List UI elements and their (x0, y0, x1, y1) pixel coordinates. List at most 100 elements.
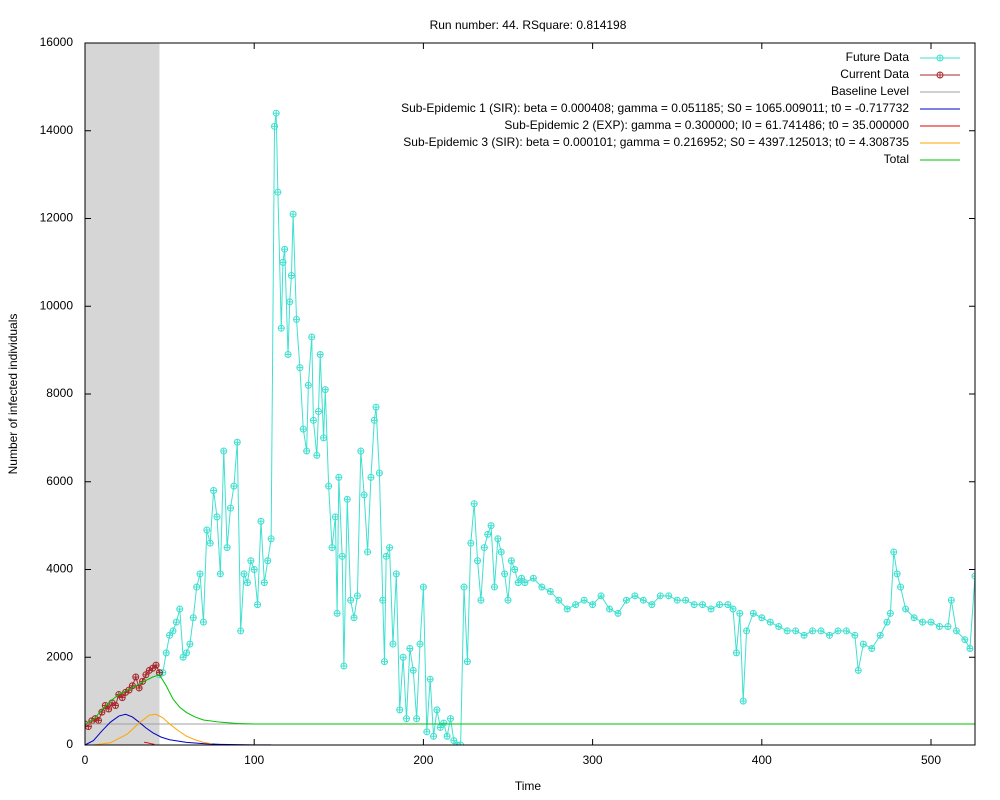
legend-label: Current Data (840, 67, 909, 81)
data-point (169, 627, 177, 635)
data-point (287, 272, 295, 280)
data-point (555, 596, 563, 604)
marker-cross (606, 605, 613, 612)
data-point (85, 723, 92, 731)
marker-cross (305, 382, 312, 389)
marker-cross (102, 702, 109, 709)
x-tick-label: 0 (82, 753, 89, 767)
marker-cross (775, 623, 782, 630)
legend-label: Future Data (846, 50, 910, 64)
data-point (589, 601, 597, 609)
y-tick-label: 16000 (40, 35, 74, 49)
chart-title: Run number: 44. RSquare: 0.814198 (430, 18, 627, 32)
marker-cross (716, 601, 723, 608)
marker-cross (826, 632, 833, 639)
marker-cross (855, 667, 862, 674)
marker-cross (200, 619, 207, 626)
marker-cross (271, 123, 278, 130)
marker-cross (457, 742, 464, 745)
data-point (279, 258, 287, 266)
legend-label: Sub-Epidemic 1 (SIR): beta = 0.000408; g… (401, 101, 909, 115)
data-point (743, 627, 751, 635)
data-point (213, 513, 221, 521)
marker-cross (801, 632, 808, 639)
marker-cross (371, 417, 378, 424)
data-point (614, 609, 622, 617)
marker-cross (383, 553, 390, 560)
data-point (453, 741, 461, 745)
data-point (206, 539, 214, 547)
marker-cross (518, 575, 525, 582)
marker-cross (740, 698, 747, 705)
marker-cross (217, 570, 224, 577)
marker-cross (498, 548, 505, 555)
marker-cross (699, 601, 706, 608)
marker-cross (213, 513, 220, 520)
data-point (511, 566, 519, 573)
marker-cross (966, 645, 973, 652)
marker-cross (247, 557, 254, 564)
marker-cross (919, 619, 926, 626)
data-point (944, 623, 952, 631)
data-point (851, 631, 859, 639)
marker-cross (193, 584, 200, 591)
data-point (402, 715, 410, 723)
data-point (233, 438, 241, 446)
data-point (230, 482, 238, 490)
marker-cross (538, 584, 545, 591)
marker-cross (310, 417, 317, 424)
marker-cross (708, 605, 715, 612)
data-point (716, 601, 724, 609)
data-point (382, 552, 390, 560)
data-point (834, 627, 842, 635)
marker-cross (936, 623, 943, 630)
data-point (267, 535, 275, 543)
data-point (487, 522, 495, 530)
data-point (433, 706, 441, 714)
marker-cross (335, 474, 342, 481)
data-point (227, 504, 235, 512)
data-point (386, 544, 394, 552)
marker-cross (564, 605, 571, 612)
series-line (93, 713, 212, 745)
marker-cross (197, 570, 204, 577)
marker-cross (396, 706, 403, 713)
marker-cross (389, 641, 396, 648)
marker-cross (166, 632, 173, 639)
marker-cross (877, 632, 884, 639)
data-point (413, 715, 421, 723)
data-point (183, 649, 191, 657)
marker-cross (736, 610, 743, 617)
data-point (521, 579, 529, 587)
data-point (436, 723, 444, 731)
marker-cross (843, 627, 850, 634)
data-point (538, 583, 546, 591)
marker-cross (142, 671, 149, 678)
data-point (876, 631, 884, 639)
data-point (736, 609, 744, 617)
data-point (883, 618, 891, 626)
data-point (357, 447, 365, 455)
marker-cross (420, 584, 427, 591)
data-point (682, 596, 690, 604)
data-point (470, 500, 478, 508)
data-point (240, 570, 248, 578)
marker-cross (501, 570, 508, 577)
marker-cross (293, 316, 300, 323)
data-point (281, 245, 289, 253)
data-point (935, 623, 943, 631)
data-point (758, 614, 766, 622)
marker-cross (494, 535, 501, 542)
marker-cross (274, 189, 281, 196)
marker-cross (911, 614, 918, 621)
marker-cross (474, 557, 481, 564)
y-tick-label: 10000 (40, 298, 74, 312)
marker-cross (85, 723, 92, 730)
data-point (886, 609, 894, 617)
marker-cross (169, 627, 176, 634)
data-point (166, 631, 174, 639)
marker-cross (471, 500, 478, 507)
data-point (277, 324, 285, 332)
marker-cross (234, 439, 241, 446)
marker-cross (447, 715, 454, 722)
